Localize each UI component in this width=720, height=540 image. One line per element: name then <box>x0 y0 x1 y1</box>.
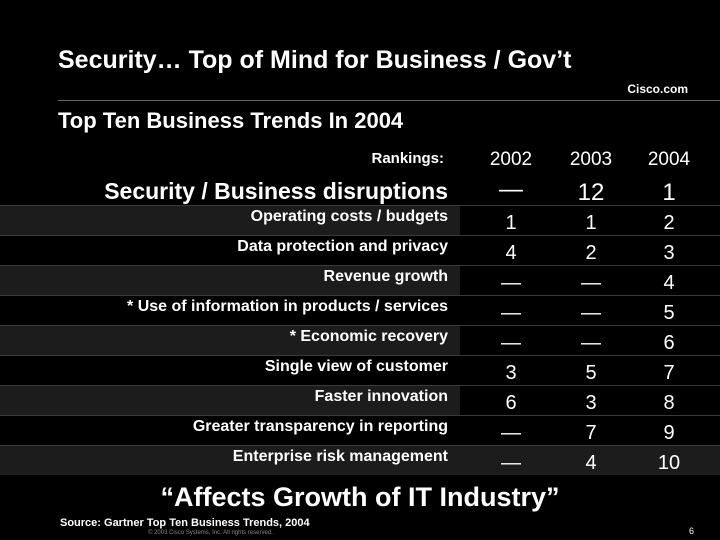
trend-label: Enterprise risk management <box>232 448 448 465</box>
rank-cell-2003: 2 <box>585 242 597 264</box>
trend-label: * Use of information in products / servi… <box>127 298 448 315</box>
row-divider <box>0 415 720 416</box>
rank-cell-2003: 5 <box>585 362 597 384</box>
row-band <box>0 205 460 235</box>
row-divider <box>0 295 720 296</box>
trend-label: Revenue growth <box>323 268 448 285</box>
brand-label: Cisco.com <box>627 82 688 96</box>
trend-label: * Economic recovery <box>289 328 448 345</box>
rank-cell-2004: 4 <box>663 272 675 294</box>
row-divider <box>0 265 720 266</box>
trend-label: Faster innovation <box>314 388 448 405</box>
title-divider <box>58 100 720 101</box>
rank-cell-2003: 3 <box>585 392 597 414</box>
rank-cell-2002: — <box>501 422 521 444</box>
rank-cell-2002: — <box>501 272 521 294</box>
trend-label: Single view of customer <box>264 358 448 375</box>
rank-cell-2004: 3 <box>663 242 675 264</box>
trend-label: Data protection and privacy <box>237 238 448 255</box>
rank-cell-2002: 4 <box>505 242 517 264</box>
row-divider <box>0 355 720 356</box>
rank-cell-2003: 1 <box>585 212 597 234</box>
rank-cell-2004: 6 <box>663 332 675 354</box>
section-title: Top Ten Business Trends In 2004 <box>58 108 404 133</box>
row-divider <box>0 205 720 206</box>
row-band <box>0 325 460 355</box>
row-divider <box>0 235 720 236</box>
rank-cell-2004: 9 <box>663 422 675 444</box>
rank-cell-2004: 7 <box>663 362 675 384</box>
trend-label: Operating costs / budgets <box>250 208 448 225</box>
row-divider <box>0 325 720 326</box>
rank-cell-2004: 8 <box>663 392 675 414</box>
rank-cell-2002: 1 <box>505 212 517 234</box>
source-note: Source: Gartner Top Ten Business Trends,… <box>60 517 310 529</box>
rank-cell-2002: 6 <box>505 392 517 414</box>
title-band <box>0 0 720 100</box>
row-band <box>0 385 460 415</box>
main-trend-label: Security / Business disruptions <box>104 178 448 204</box>
trend-label: Greater transparency in reporting <box>192 418 448 435</box>
copyright-note: © 2003 Cisco Systems, Inc. All rights re… <box>148 530 273 536</box>
rank-cell-2002: 3 <box>505 362 517 384</box>
row-band <box>0 445 720 475</box>
rank-cell-2003: 4 <box>585 452 597 474</box>
slide-title: Security… Top of Mind for Business / Gov… <box>58 46 572 74</box>
row-band <box>0 265 460 295</box>
rank-cell-2003: — <box>581 332 601 354</box>
rank-cell-2004: 5 <box>663 302 675 324</box>
main-trend-2002: — <box>499 176 523 203</box>
row-divider <box>0 385 720 386</box>
rank-cell-2003: — <box>581 302 601 324</box>
year-2003-header: 2003 <box>569 149 613 170</box>
rank-cell-2003: — <box>581 272 601 294</box>
rankings-header-label: Rankings: <box>371 150 444 167</box>
rank-cell-2003: 7 <box>585 422 597 444</box>
main-trend-2003: 12 <box>577 179 605 206</box>
rank-cell-2004: 10 <box>657 452 681 474</box>
year-2002-header: 2002 <box>489 149 533 170</box>
quote: “Affects Growth of IT Industry” <box>160 482 560 512</box>
year-2004-header: 2004 <box>647 149 691 170</box>
rank-cell-2002: — <box>501 302 521 324</box>
rank-cell-2002: — <box>501 332 521 354</box>
row-divider <box>0 445 720 446</box>
rank-cell-2004: 2 <box>663 212 675 234</box>
main-trend-2004: 1 <box>662 179 676 206</box>
rank-cell-2002: — <box>501 452 521 474</box>
page-number: 6 <box>688 526 694 536</box>
